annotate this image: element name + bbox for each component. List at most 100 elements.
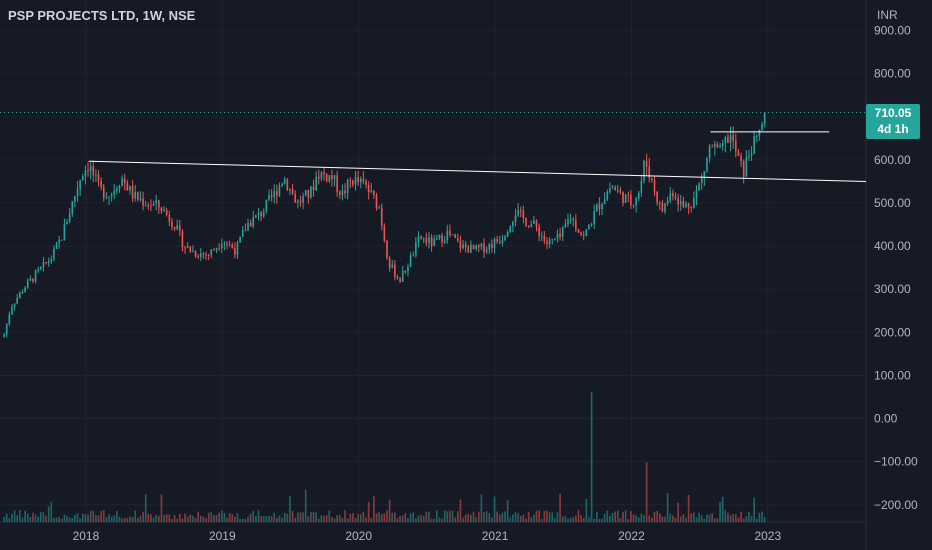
candle-body bbox=[496, 239, 498, 242]
volume-bar bbox=[609, 515, 611, 522]
volume-bar bbox=[116, 510, 118, 522]
volume-bar bbox=[186, 516, 189, 522]
candle-body bbox=[365, 180, 367, 185]
volume-bar bbox=[375, 513, 378, 522]
candle-body bbox=[467, 247, 470, 253]
volume-bar bbox=[509, 517, 512, 522]
volume-bar bbox=[554, 517, 556, 522]
candle-body bbox=[362, 178, 365, 181]
volume-bar bbox=[3, 516, 5, 522]
candle-body bbox=[761, 123, 763, 130]
volume-bar bbox=[601, 518, 603, 522]
volume-bar bbox=[89, 511, 92, 522]
volume-bar bbox=[564, 516, 567, 522]
price-axis[interactable]: 900.00800.00700.00600.00500.00400.00300.… bbox=[874, 24, 918, 512]
symbol-title[interactable]: PSP PROJECTS LTD, 1W, NSE bbox=[8, 8, 196, 23]
volume-bar bbox=[331, 517, 333, 522]
candle-body bbox=[92, 166, 95, 176]
volume-bar bbox=[394, 512, 396, 522]
candle-body bbox=[687, 203, 690, 208]
volume-bar bbox=[68, 517, 71, 522]
volume-bar bbox=[92, 510, 95, 522]
volume-bar bbox=[220, 510, 223, 522]
volume-bar bbox=[108, 514, 110, 522]
candle-body bbox=[268, 195, 270, 200]
volume-bar bbox=[706, 514, 708, 522]
volume-bar bbox=[47, 506, 50, 522]
time-axis-tick-label: 2020 bbox=[345, 529, 372, 543]
volume-bar bbox=[729, 515, 732, 522]
candle-body bbox=[585, 229, 588, 237]
candle-body bbox=[441, 235, 443, 243]
volume-bar bbox=[81, 513, 84, 522]
candle-body bbox=[42, 261, 45, 267]
volume-bar bbox=[163, 514, 165, 522]
volume-bar bbox=[24, 510, 26, 522]
price-axis-tick-label: 500.00 bbox=[874, 196, 911, 210]
candle-body bbox=[407, 266, 409, 272]
volume-bar bbox=[338, 515, 341, 522]
volume-bar bbox=[672, 515, 674, 522]
candle-body bbox=[357, 177, 359, 183]
candle-body bbox=[763, 112, 766, 124]
candle-body bbox=[126, 183, 129, 191]
candle-body bbox=[34, 270, 37, 282]
time-axis[interactable]: 2018 2019 2020 2021 2022 2023 bbox=[73, 529, 782, 543]
candle-body bbox=[658, 202, 661, 204]
candle-body bbox=[131, 185, 134, 199]
volume-bar bbox=[653, 511, 656, 522]
volume-bar bbox=[724, 510, 727, 522]
candle-body bbox=[748, 155, 750, 158]
price-axis-tick-label: 400.00 bbox=[874, 239, 911, 253]
volume-bar bbox=[270, 516, 273, 522]
volume-bar bbox=[310, 511, 312, 522]
candle-body bbox=[121, 178, 123, 187]
volume-bar bbox=[197, 511, 199, 522]
candle-body bbox=[375, 195, 378, 209]
candle-body bbox=[548, 239, 551, 245]
candle-body bbox=[609, 188, 611, 192]
candle-body bbox=[386, 240, 388, 259]
candle-body bbox=[648, 166, 651, 179]
volume-bar bbox=[645, 462, 648, 522]
candle-body bbox=[459, 240, 462, 249]
candle-body bbox=[498, 241, 501, 243]
volume-bar bbox=[373, 495, 375, 522]
candle-body bbox=[417, 236, 420, 243]
volume-bar bbox=[95, 515, 97, 522]
volume-bar bbox=[359, 514, 362, 522]
volume-bar bbox=[239, 518, 241, 522]
candle-body bbox=[304, 190, 307, 196]
candle-body bbox=[614, 187, 616, 191]
volume-bar bbox=[291, 510, 294, 522]
volume-bar bbox=[53, 517, 55, 522]
candle-body bbox=[546, 240, 548, 245]
candle-body bbox=[527, 225, 530, 227]
candle-body bbox=[110, 194, 113, 197]
volume-bar bbox=[184, 513, 186, 522]
candle-body bbox=[535, 220, 538, 227]
volume-bar bbox=[325, 515, 328, 522]
candle-body bbox=[711, 146, 714, 148]
candle-body bbox=[123, 178, 126, 184]
volume-bar bbox=[84, 514, 87, 522]
volume-bar bbox=[39, 512, 42, 522]
volume-bar bbox=[548, 512, 551, 522]
volume-bar bbox=[577, 510, 580, 522]
candle-body bbox=[63, 224, 66, 240]
candle-body bbox=[281, 183, 283, 186]
candle-body bbox=[399, 278, 401, 282]
candle-body bbox=[695, 189, 698, 198]
volume-bar bbox=[323, 515, 325, 522]
candle-body bbox=[598, 204, 601, 210]
candle-body bbox=[118, 186, 121, 189]
volume-bar bbox=[462, 517, 464, 522]
candle-body bbox=[150, 205, 152, 207]
volume-bar bbox=[11, 513, 13, 522]
candle-body bbox=[443, 240, 446, 243]
candle-body bbox=[643, 161, 645, 181]
volume-bar bbox=[737, 517, 740, 522]
candle-body bbox=[708, 146, 711, 159]
